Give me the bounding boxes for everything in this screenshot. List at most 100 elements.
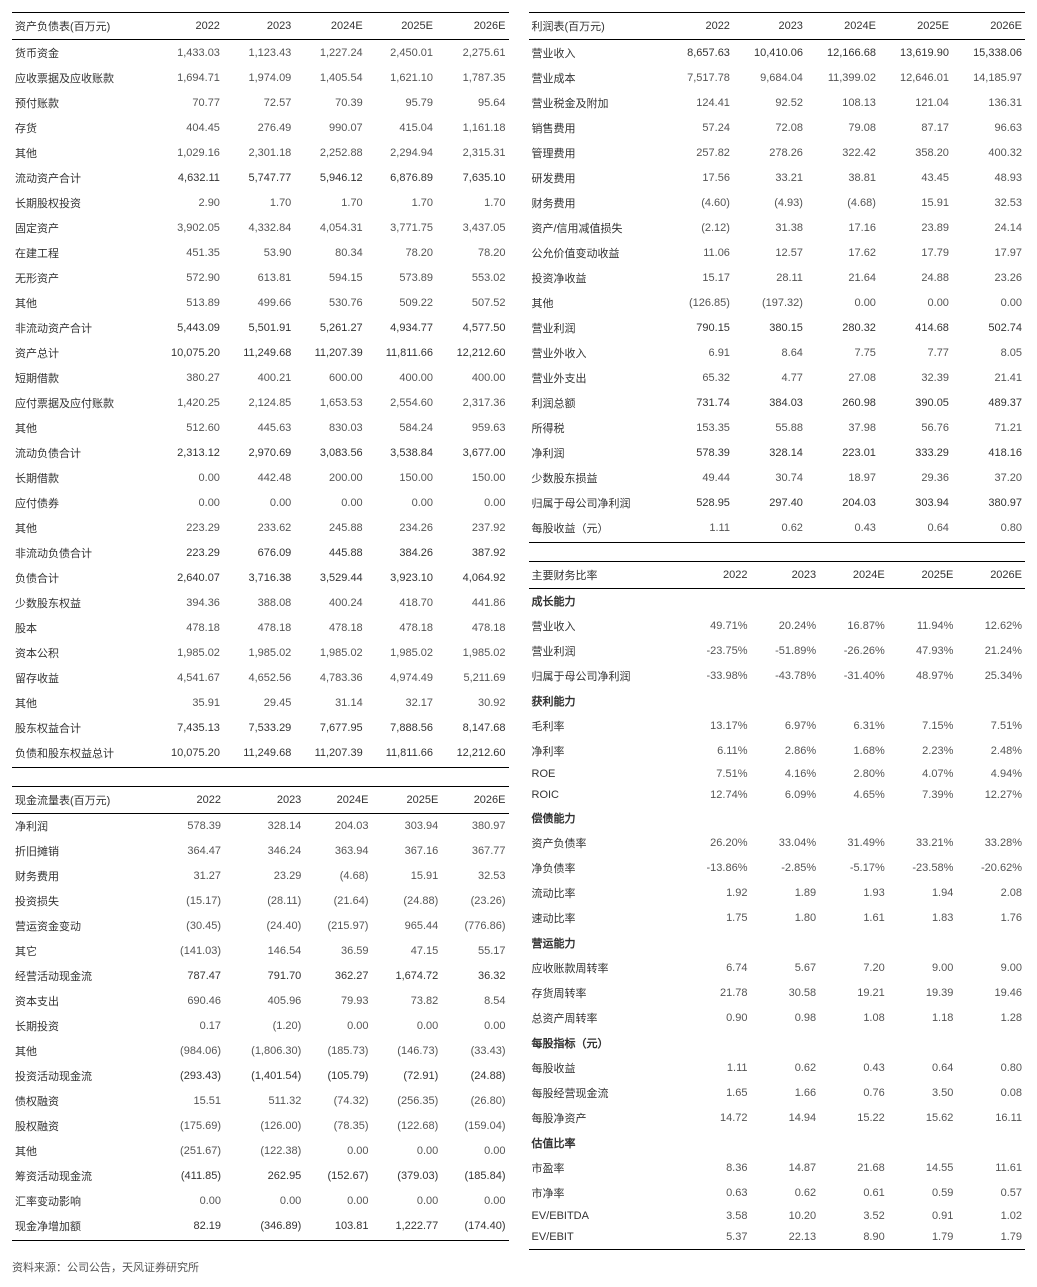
- cell-value: 11,811.66: [366, 740, 436, 767]
- cell-value: 7.51%: [682, 764, 751, 785]
- table-row: 营业利润790.15380.15280.32414.68502.74: [529, 315, 1026, 340]
- cell-value: 11,249.68: [223, 740, 294, 767]
- cell-value: 12,166.68: [806, 40, 879, 66]
- row-label: ROIC: [529, 785, 682, 806]
- section-heading: 估值比率: [529, 1131, 1026, 1156]
- cell-value: 53.90: [223, 240, 294, 265]
- cell-value: 303.94: [879, 490, 952, 515]
- cell-value: 404.45: [150, 115, 222, 140]
- table-row: 少数股东损益49.4430.7418.9729.3637.20: [529, 465, 1026, 490]
- cell-value: 2,450.01: [366, 40, 436, 66]
- cell-value: (197.32): [733, 290, 806, 315]
- cell-value: 2.23%: [888, 739, 957, 764]
- row-label: 其他: [12, 415, 150, 440]
- cell-value: (74.32): [304, 1089, 371, 1114]
- cell-value: 731.74: [668, 390, 733, 415]
- bs-title: 资产负债表(百万元): [12, 13, 150, 40]
- cell-value: 451.35: [150, 240, 222, 265]
- table-row: 投资活动现金流(293.43)(1,401.54)(105.79)(72.91)…: [12, 1064, 509, 1089]
- cell-value: 830.03: [294, 415, 365, 440]
- year-col: 2023: [223, 13, 294, 40]
- cell-value: 3.58: [682, 1206, 751, 1227]
- table-row: 长期股权投资2.901.701.701.701.70: [12, 190, 509, 215]
- section-heading: 营运能力: [529, 931, 1026, 956]
- cell-value: 5.67: [750, 956, 819, 981]
- cell-value: 21.41: [952, 365, 1025, 390]
- cell-value: 0.80: [956, 1056, 1025, 1081]
- table-row: 非流动负债合计223.29676.09445.88384.26387.92: [12, 540, 509, 565]
- cell-value: 1,985.02: [294, 640, 365, 665]
- cell-value: 95.79: [366, 90, 436, 115]
- table-row: 固定资产3,902.054,332.844,054.313,771.753,43…: [12, 215, 509, 240]
- cell-value: 5,443.09: [150, 315, 222, 340]
- cell-value: 1,787.35: [436, 65, 509, 90]
- cell-value: (24.40): [224, 914, 304, 939]
- cell-value: 150.00: [366, 465, 436, 490]
- cell-value: 32.53: [952, 190, 1025, 215]
- cell-value: 2,301.18: [223, 140, 294, 165]
- cell-value: (185.73): [304, 1039, 371, 1064]
- cell-value: 14.94: [750, 1106, 819, 1131]
- cell-value: 512.60: [150, 415, 222, 440]
- cell-value: 237.92: [436, 515, 509, 540]
- table-row: 流动负债合计2,313.122,970.693,083.563,538.843,…: [12, 440, 509, 465]
- cell-value: 92.52: [733, 90, 806, 115]
- cell-value: (15.17): [157, 889, 224, 914]
- table-row: 财务费用31.2723.29(4.68)15.9132.53: [12, 864, 509, 889]
- cell-value: 15.91: [371, 864, 441, 889]
- table-row: 债权融资15.51511.32(74.32)(256.35)(26.80): [12, 1089, 509, 1114]
- row-label: 资本公积: [12, 640, 150, 665]
- cell-value: 21.24%: [956, 639, 1025, 664]
- cell-value: 1,123.43: [223, 40, 294, 66]
- cell-value: 3,716.38: [223, 565, 294, 590]
- row-label: 其他: [12, 290, 150, 315]
- cell-value: 367.77: [441, 839, 508, 864]
- cell-value: 4,054.31: [294, 215, 365, 240]
- cell-value: 79.93: [304, 989, 371, 1014]
- cell-value: 0.00: [223, 490, 294, 515]
- cell-value: 400.00: [436, 365, 509, 390]
- cell-value: 1.89: [750, 881, 819, 906]
- cell-value: 8.64: [733, 340, 806, 365]
- cell-value: 367.16: [371, 839, 441, 864]
- table-row: 负债合计2,640.073,716.383,529.443,923.104,06…: [12, 565, 509, 590]
- row-label: 其他: [12, 140, 150, 165]
- cell-value: 121.04: [879, 90, 952, 115]
- table-row: 市净率0.630.620.610.590.57: [529, 1181, 1026, 1206]
- cell-value: (152.67): [304, 1164, 371, 1189]
- cell-value: 245.88: [294, 515, 365, 540]
- cell-value: (251.67): [157, 1139, 224, 1164]
- table-row: EV/EBITDA3.5810.203.520.911.02: [529, 1206, 1026, 1227]
- cell-value: 499.66: [223, 290, 294, 315]
- cell-value: (185.84): [441, 1164, 508, 1189]
- cell-value: (1,806.30): [224, 1039, 304, 1064]
- cell-value: (215.97): [304, 914, 371, 939]
- cell-value: 0.00: [304, 1189, 371, 1214]
- table-row: 资本公积1,985.021,985.021,985.021,985.021,98…: [12, 640, 509, 665]
- cell-value: 0.00: [879, 290, 952, 315]
- row-label: 利润总额: [529, 390, 669, 415]
- cell-value: (28.11): [224, 889, 304, 914]
- table-row: 经营活动现金流787.47791.70362.271,674.7236.32: [12, 964, 509, 989]
- year-col: 2023: [750, 561, 819, 588]
- cell-value: 384.03: [733, 390, 806, 415]
- cell-value: 1.11: [682, 1056, 751, 1081]
- cell-value: 1,985.02: [223, 640, 294, 665]
- table-row: ROIC12.74%6.09%4.65%7.39%12.27%: [529, 785, 1026, 806]
- cell-value: 65.32: [668, 365, 733, 390]
- table-row: EV/EBIT5.3722.138.901.791.79: [529, 1227, 1026, 1250]
- cell-value: 72.57: [223, 90, 294, 115]
- cell-value: -26.26%: [819, 639, 888, 664]
- cell-value: 10,075.20: [150, 340, 222, 365]
- table-row: 营业成本7,517.789,684.0411,399.0212,646.0114…: [529, 65, 1026, 90]
- cell-value: 441.86: [436, 590, 509, 615]
- cell-value: 7.15%: [888, 714, 957, 739]
- row-label: 折旧摊销: [12, 839, 157, 864]
- row-label: 资产负债率: [529, 831, 682, 856]
- cell-value: 333.29: [879, 440, 952, 465]
- cell-value: 56.76: [879, 415, 952, 440]
- cell-value: 965.44: [371, 914, 441, 939]
- table-row: 归属于母公司净利润-33.98%-43.78%-31.40%48.97%25.3…: [529, 664, 1026, 689]
- cell-value: 1,674.72: [371, 964, 441, 989]
- table-row: 应收票据及应收账款1,694.711,974.091,405.541,621.1…: [12, 65, 509, 90]
